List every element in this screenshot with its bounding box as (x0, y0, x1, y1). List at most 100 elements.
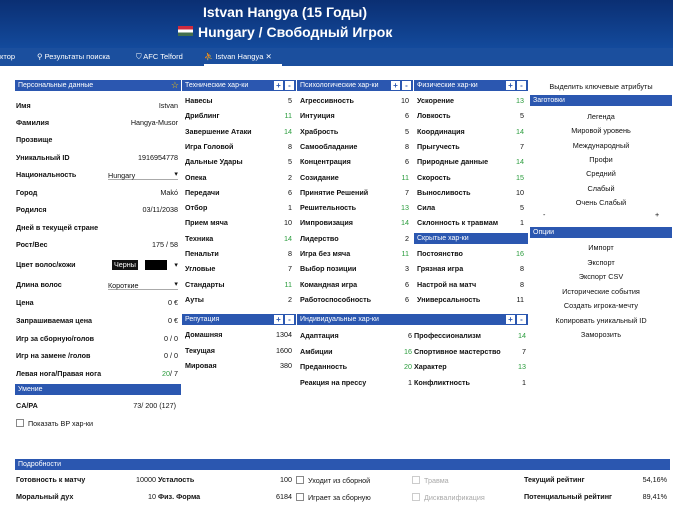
field-value: 1916954778 (138, 153, 178, 162)
attribute-name: Игра без мяча (300, 249, 351, 258)
field-value: 0 / 0 (164, 334, 178, 343)
highlight-key-attributes-button[interactable]: Выделить ключевые атрибуты (549, 82, 653, 91)
preset-item[interactable]: Очень Слабый (575, 197, 627, 207)
collapse-button[interactable]: - (285, 81, 294, 90)
attribute-value: 1 (288, 203, 292, 213)
technical-row: Навесы 5 (185, 94, 292, 108)
mental-row: Самообладание 8 (300, 140, 409, 154)
attribute-name: Передачи (185, 187, 220, 197)
preset-plus-button[interactable]: + (655, 210, 660, 219)
presets-header: Заготовки (530, 95, 672, 106)
preset-item[interactable]: Мировой уровень (571, 126, 631, 136)
attribute-name: Агрессивность (300, 96, 354, 105)
suspension-checkbox[interactable]: Дисквалификация (412, 491, 485, 505)
chevron-down-icon: ▾ (174, 169, 178, 178)
option-item[interactable]: Экспорт (587, 257, 615, 267)
field-label: Дней в текущей стране (16, 223, 99, 232)
attribute-value: 11 (401, 172, 409, 182)
technical-row: Дриблинг 11 (185, 109, 292, 123)
attribute-name: Опека (185, 172, 207, 182)
field-label: Фамилия (16, 118, 50, 127)
close-icon[interactable]: ✕ (265, 52, 272, 61)
attribute-value: 5 (520, 203, 524, 213)
attribute-name: Пенальти (185, 249, 219, 258)
field-label: Город (16, 188, 38, 197)
preset-item[interactable]: Средний (586, 169, 616, 179)
collapse-button[interactable]: - (517, 315, 526, 324)
field-label: Рост/Вес (16, 240, 48, 249)
field-value[interactable]: Istvan (158, 101, 178, 110)
attribute-value: 5 (288, 157, 292, 167)
dropdown[interactable]: Короткие ▾ (108, 279, 178, 290)
attribute-value: 5 (520, 111, 524, 121)
show-bp-toggle[interactable]: Показать BP хар-ки (16, 417, 93, 431)
physical-row: Выносливость 10 (417, 186, 524, 200)
skin-color-field[interactable] (145, 260, 167, 270)
personal-row: Игр за сборную/голов 0 / 0 (16, 332, 178, 346)
hair-color-field[interactable]: Черны (112, 260, 138, 270)
attribute-value: 14 (284, 233, 292, 243)
ability-header: Умение (15, 384, 181, 395)
personal-row: Родился 03/11/2038 (16, 203, 178, 217)
expand-button[interactable]: + (506, 315, 515, 324)
attribute-name: Командная игра (300, 279, 358, 289)
collapse-button[interactable]: - (285, 315, 294, 324)
player-subtitle: Hungary / Свободный Игрок (178, 24, 392, 40)
field-value[interactable]: Hangya-Musor (130, 118, 178, 127)
preset-item[interactable]: Профи (589, 154, 613, 164)
preset-item[interactable]: Международный (572, 140, 630, 150)
individual-row: Амбиции 16 (300, 345, 412, 359)
option-item[interactable]: Создать игрока-мечту (563, 301, 639, 310)
attribute-name: Выносливость (417, 187, 471, 197)
attribute-name: Ловкость (417, 111, 451, 121)
ca-pa-value: 73/ 200 (127) (133, 401, 176, 410)
expand-button[interactable]: + (274, 315, 283, 324)
dropdown[interactable]: Hungary ▾ (108, 169, 178, 180)
tab-club[interactable]: ⛉ AFC Telford (136, 52, 183, 61)
option-item[interactable]: Заморозить (580, 330, 622, 339)
preset-item[interactable]: Слабый (587, 183, 615, 193)
attribute-value: 16 (404, 346, 412, 356)
chevron-down-icon: ▾ (174, 279, 178, 288)
physical-row: Координация 14 (417, 125, 524, 139)
option-item[interactable]: Экспорт CSV (578, 272, 624, 281)
tab-editor[interactable]: ктор (0, 52, 16, 61)
attribute-name: Концентрация (300, 157, 351, 167)
injury-checkbox[interactable]: Травма (412, 474, 449, 488)
attribute-value: 11 (401, 249, 409, 258)
expand-button[interactable]: + (506, 81, 515, 90)
collapse-button[interactable]: - (402, 81, 411, 90)
field-label: Уникальный ID (16, 153, 70, 162)
personal-row: Левая нога/Правая нога 20/ 7 (16, 367, 178, 381)
morale-row: Моральный дух 10 (16, 492, 156, 501)
tab-player[interactable]: ⛹ Istvan Hangya ✕ (204, 48, 282, 66)
personal-header: Персональные данные ☆ (15, 80, 181, 91)
hidden-row: Грязная игра 8 (417, 262, 524, 276)
attribute-value: 6 (405, 279, 409, 289)
mental-row: Решительность 13 (300, 201, 409, 215)
checkbox[interactable] (16, 419, 24, 427)
collapse-button[interactable]: - (517, 81, 526, 90)
plays-national-checkbox[interactable]: Играет за сборную (296, 491, 371, 505)
star-icon[interactable]: ☆ (170, 80, 179, 90)
expand-button[interactable]: + (391, 81, 400, 90)
leaves-national-checkbox[interactable]: Уходит из сборной (296, 474, 370, 488)
physical-row: Природные данные 14 (417, 155, 524, 169)
option-item[interactable]: Исторические события (562, 286, 640, 296)
attribute-value: 14 (401, 218, 409, 228)
expand-button[interactable]: + (274, 81, 283, 90)
tab-search-results[interactable]: ⚲ Результаты поиска (37, 52, 110, 61)
personal-row: Национальность Hungary ▾ (16, 168, 178, 182)
attribute-name: Природные данные (417, 157, 489, 167)
preset-minus-button[interactable]: - (543, 210, 546, 219)
preset-item[interactable]: Легенда (587, 112, 615, 121)
option-item[interactable]: Копировать уникальный ID (555, 315, 647, 325)
attribute-name: Угловые (185, 264, 216, 274)
attribute-name: Решительность (300, 203, 357, 213)
option-item[interactable]: Импорт (588, 243, 614, 252)
right-foot-value: / 7 (170, 369, 178, 378)
mental-row: Выбор позиции 3 (300, 262, 409, 276)
current-rating-row: Текущий рейтинг 54,16% (524, 475, 667, 484)
player-status: Hungary / Свободный Игрок (198, 24, 393, 40)
attribute-value: 8 (288, 249, 292, 258)
